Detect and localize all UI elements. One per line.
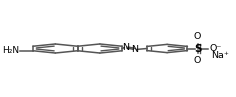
Text: Na⁺: Na⁺ bbox=[211, 51, 229, 60]
Text: S: S bbox=[194, 43, 201, 54]
Text: O: O bbox=[194, 56, 201, 65]
Text: H₂N: H₂N bbox=[2, 46, 19, 55]
Text: N: N bbox=[131, 45, 138, 54]
Text: N: N bbox=[122, 43, 129, 52]
Text: O⁻: O⁻ bbox=[210, 44, 222, 53]
Text: O: O bbox=[194, 32, 201, 41]
